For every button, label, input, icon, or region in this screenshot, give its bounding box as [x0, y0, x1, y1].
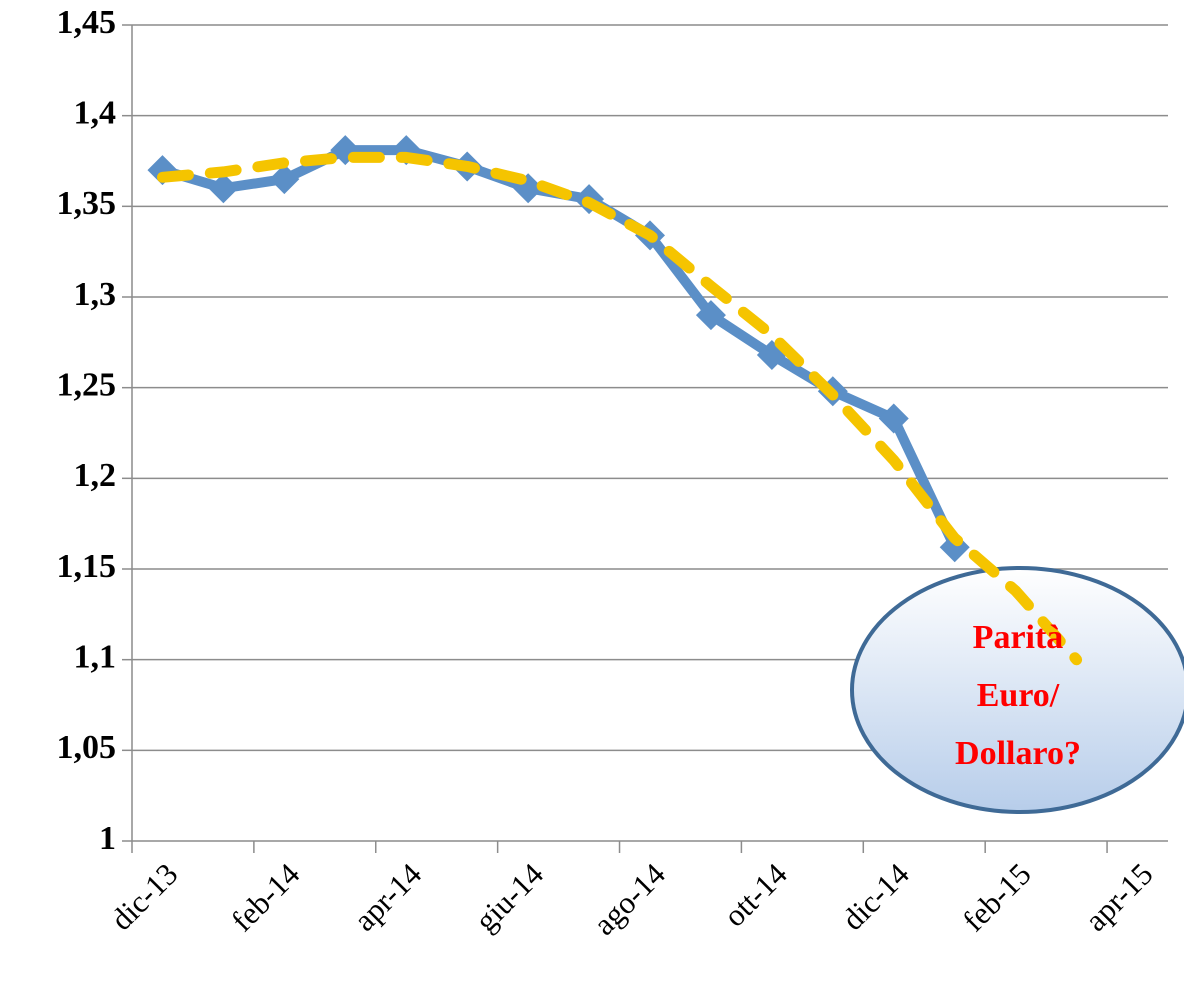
x-tick-label: ago-14 [586, 856, 672, 942]
y-tick-label: 1 [99, 820, 116, 857]
marker [269, 164, 300, 195]
annotation-bubble [850, 566, 1184, 814]
annotation-text: Euro/ [977, 677, 1060, 714]
trend-line [157, 151, 1083, 666]
x-tick-label: apr-14 [347, 856, 429, 938]
x-tick-label: giu-14 [468, 856, 550, 938]
x-tick-label: feb-15 [956, 856, 1038, 938]
x-tick-label: dic-13 [104, 856, 185, 937]
y-tick-label: 1,45 [57, 4, 117, 41]
x-tick-label: ott-14 [717, 856, 794, 933]
y-tick-label: 1,05 [57, 729, 117, 766]
x-tick-label: apr-15 [1078, 856, 1160, 938]
marker [695, 300, 726, 331]
marker [208, 173, 239, 204]
marker [878, 403, 909, 434]
y-tick-label: 1,4 [74, 94, 117, 131]
y-tick-label: 1,35 [57, 185, 117, 222]
annotation-text: Parità [973, 619, 1064, 656]
annotation-text: Dollaro? [955, 735, 1081, 772]
y-tick-label: 1,2 [74, 457, 117, 494]
y-tick-label: 1,25 [57, 366, 117, 403]
y-tick-label: 1,1 [74, 638, 117, 675]
x-tick-label: dic-14 [835, 856, 916, 937]
y-tick-label: 1,3 [74, 276, 117, 313]
x-tick-label: feb-14 [224, 856, 306, 938]
series-line [157, 145, 960, 553]
y-tick-label: 1,15 [57, 548, 117, 585]
